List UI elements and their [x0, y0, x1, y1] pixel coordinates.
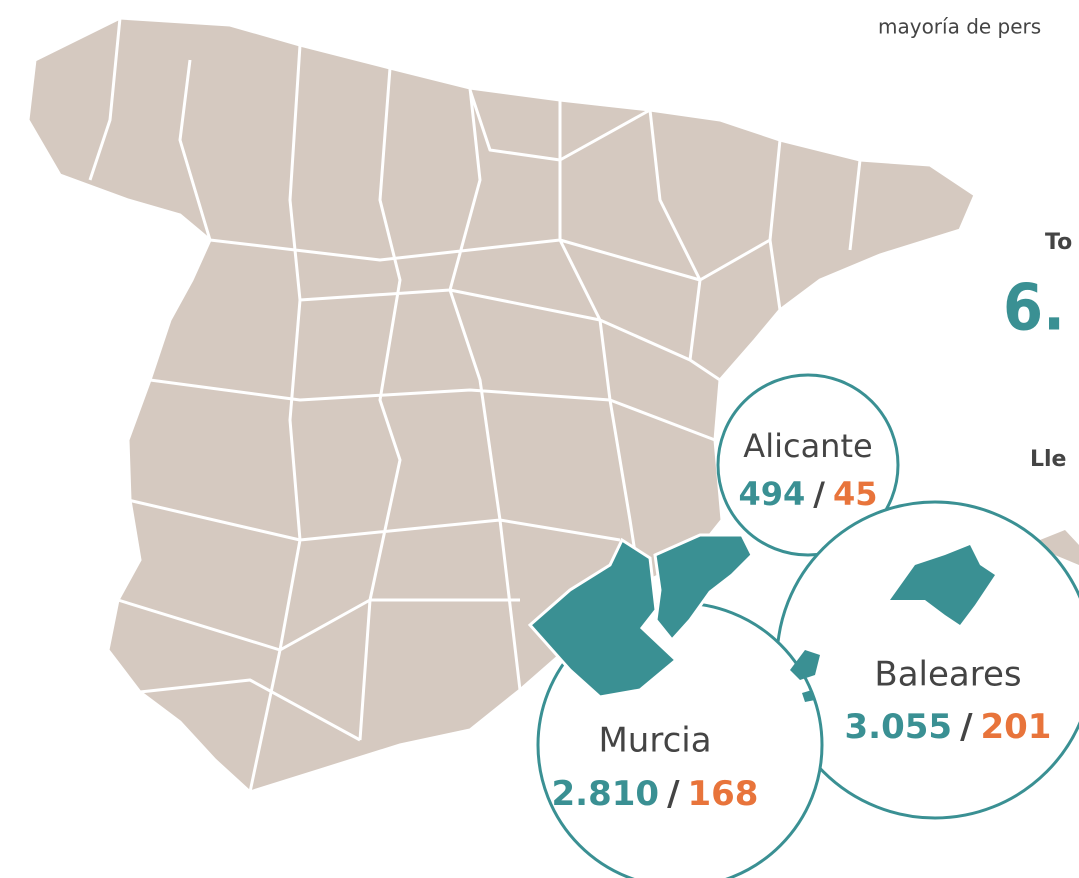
- region-name: Baleares: [874, 655, 1021, 695]
- total-label: To: [1045, 230, 1072, 255]
- value-b: 168: [687, 774, 758, 814]
- value-a: 494: [738, 475, 805, 513]
- ibiza: [790, 650, 820, 680]
- mallorca: [890, 545, 995, 625]
- region-values: 494/45: [738, 475, 877, 513]
- region-labels: Alicante494/45Baleares3.055/201Murcia2.8…: [552, 427, 1052, 814]
- intro-fragment: mayoría de pers: [878, 15, 1041, 39]
- region-name: Alicante: [743, 427, 872, 465]
- alicante-circle: [716, 373, 900, 557]
- value-a: 2.810: [552, 774, 660, 814]
- formentera: [802, 690, 815, 702]
- province-lines: [88, 17, 862, 793]
- separator: /: [813, 475, 825, 513]
- alicante-region: [653, 533, 754, 643]
- value-b: 45: [833, 475, 878, 513]
- murcia-region: [527, 537, 679, 699]
- region-name: Murcia: [598, 721, 711, 761]
- value-a: 3.055: [845, 707, 953, 747]
- separator: /: [960, 707, 973, 747]
- arrivals-label: Lle: [1030, 447, 1066, 472]
- separator: /: [667, 774, 680, 814]
- highlighted-regions: [527, 533, 995, 702]
- region-values: 3.055/201: [845, 707, 1052, 747]
- menorca: [1040, 530, 1079, 565]
- region-values: 2.810/168: [552, 774, 759, 814]
- total-value: 6.: [1003, 272, 1065, 346]
- value-b: 201: [980, 707, 1051, 747]
